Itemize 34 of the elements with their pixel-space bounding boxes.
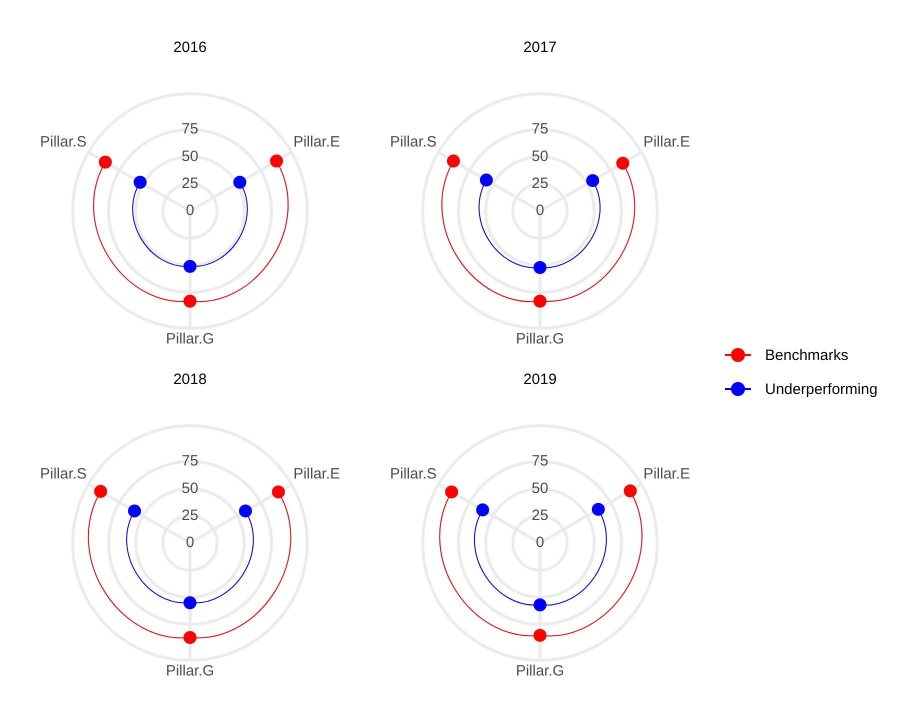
legend-label: Underperforming xyxy=(765,380,878,398)
y-tick-label: 0 xyxy=(186,202,194,220)
y-tick-label: 0 xyxy=(536,534,544,552)
y-tick-label: 25 xyxy=(532,506,548,524)
spoke-label: Pillar.S xyxy=(40,133,87,150)
y-tick-label: 50 xyxy=(532,148,548,165)
spoke-label: Pillar.S xyxy=(40,465,87,482)
spoke-label: Pillar.E xyxy=(643,465,690,482)
spoke-label: Pillar.E xyxy=(293,465,340,482)
y-tick-label: 25 xyxy=(532,174,548,192)
chart-title: 2016 xyxy=(173,39,207,56)
y-tick-label: 50 xyxy=(182,480,198,497)
y-tick-label: 25 xyxy=(182,174,198,192)
legend-label: Benchmarks xyxy=(765,346,848,364)
y-tick-label: 75 xyxy=(182,452,198,470)
spoke-label: Pillar.E xyxy=(293,133,340,150)
spoke-label: Pillar.G xyxy=(516,662,564,680)
y-tick-label: 0 xyxy=(536,202,544,220)
spoke-label: Pillar.S xyxy=(390,465,437,482)
y-tick-label: 75 xyxy=(532,452,548,470)
y-tick-label: 75 xyxy=(532,120,548,138)
y-tick-label: 50 xyxy=(532,480,548,497)
chart-title: 2019 xyxy=(523,371,557,388)
chart-title: 2018 xyxy=(173,371,207,388)
y-tick-label: 25 xyxy=(182,506,198,524)
spoke-label: Pillar.G xyxy=(166,330,214,348)
spoke-label: Pillar.G xyxy=(516,330,564,348)
spoke-label: Pillar.G xyxy=(166,662,214,680)
chart-title: 2017 xyxy=(523,39,557,56)
spoke-label: Pillar.E xyxy=(643,133,690,150)
y-tick-label: 75 xyxy=(182,120,198,138)
y-tick-label: 0 xyxy=(186,534,194,552)
y-tick-label: 50 xyxy=(182,148,198,165)
spoke-label: Pillar.S xyxy=(390,133,437,150)
